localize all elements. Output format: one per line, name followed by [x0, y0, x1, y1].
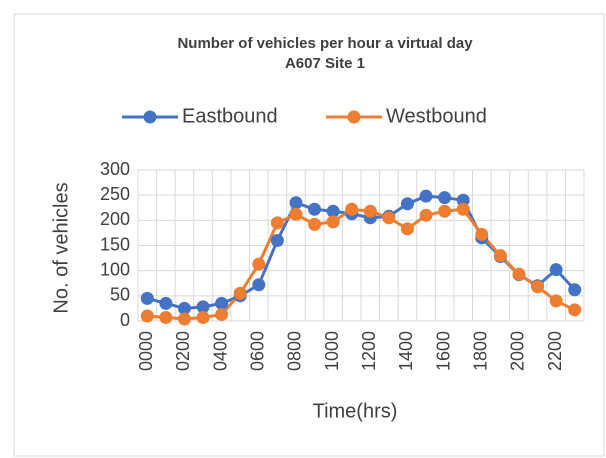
chart-title: Number of vehicles per hour a virtual da… [177, 35, 473, 52]
chart-subtitle: A607 Site 1 [285, 55, 365, 72]
data-point [289, 207, 303, 221]
x-tick-label: 1200 [359, 331, 379, 371]
data-point [400, 222, 414, 236]
chart-border [13, 13, 605, 457]
data-point [531, 280, 545, 294]
x-tick-label: 1800 [471, 331, 491, 371]
data-point [568, 283, 582, 297]
y-tick-label: 0 [120, 310, 130, 330]
data-point [252, 257, 266, 271]
data-point [177, 312, 191, 326]
data-point [363, 204, 377, 218]
y-tick-label: 50 [110, 285, 130, 305]
x-tick-label: 0600 [248, 331, 268, 371]
data-point [233, 286, 247, 300]
x-tick-label: 2000 [508, 331, 528, 371]
y-tick-label: 150 [100, 234, 130, 254]
data-point [475, 227, 489, 241]
data-point [177, 301, 191, 315]
legend-swatch-marker [347, 110, 361, 124]
data-point [140, 291, 154, 305]
data-point [270, 233, 284, 247]
data-point [512, 267, 526, 281]
data-point [159, 310, 173, 324]
y-tick-label: 200 [100, 209, 130, 229]
y-axis-title: No. of vehicles [50, 182, 72, 313]
x-tick-label: 1600 [433, 331, 453, 371]
data-point [140, 309, 154, 323]
data-point [159, 296, 173, 310]
data-point [419, 189, 433, 203]
data-point [382, 211, 396, 225]
data-point [196, 310, 210, 324]
data-point [215, 307, 229, 321]
data-point [308, 217, 322, 231]
x-tick-label: 1000 [322, 331, 342, 371]
data-point [289, 196, 303, 210]
legend-label: Westbound [386, 105, 487, 127]
data-point [326, 215, 340, 229]
x-tick-label: 0000 [136, 331, 156, 371]
data-point [456, 202, 470, 216]
data-point [196, 300, 210, 314]
y-tick-label: 300 [100, 159, 130, 179]
data-point [215, 296, 229, 310]
x-tick-label: 0200 [173, 331, 193, 371]
x-tick-label: 2200 [545, 331, 565, 371]
data-point [438, 191, 452, 205]
data-point [270, 216, 284, 230]
y-tick-label: 100 [100, 259, 130, 279]
data-point [308, 202, 322, 216]
data-point [549, 263, 563, 277]
x-axis-title: Time(hrs) [313, 400, 398, 422]
data-point [456, 193, 470, 207]
data-point [400, 197, 414, 211]
legend-label: Eastbound [182, 105, 278, 127]
data-point [345, 202, 359, 216]
data-point [419, 208, 433, 222]
data-point [326, 204, 340, 218]
data-point [493, 249, 507, 263]
data-point [549, 294, 563, 308]
x-tick-label: 0800 [285, 331, 305, 371]
data-point [252, 278, 266, 292]
x-tick-label: 0400 [210, 331, 230, 371]
data-point [438, 204, 452, 218]
data-point [568, 303, 582, 317]
y-tick-label: 250 [100, 184, 130, 204]
legend-swatch-marker [143, 110, 157, 124]
x-tick-label: 1400 [396, 331, 416, 371]
